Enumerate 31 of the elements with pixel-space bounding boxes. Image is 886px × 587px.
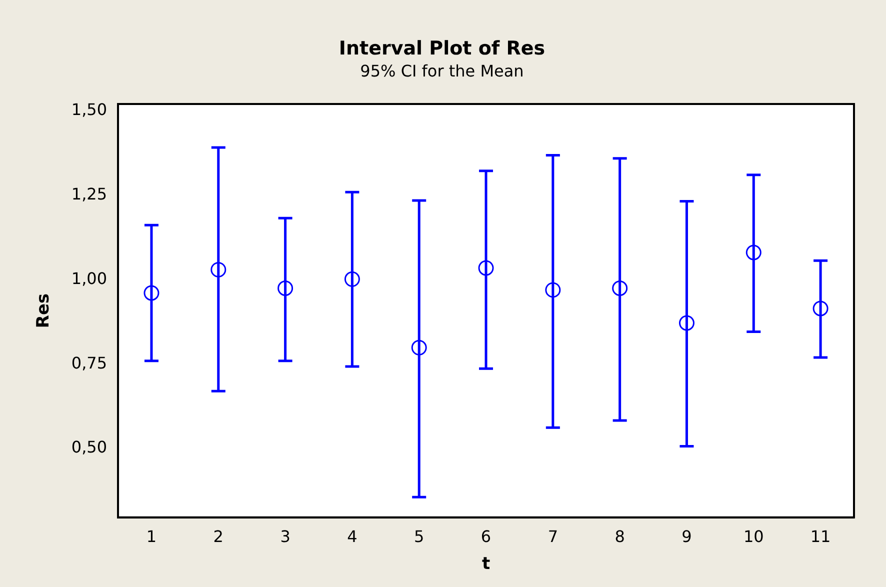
point	[144, 285, 160, 301]
x-tick-label: 11	[810, 527, 831, 546]
y-tick-label: 1,00	[71, 268, 108, 288]
y-tick-label: 1,25	[71, 184, 108, 204]
y-tick-label: 1,50	[71, 100, 108, 120]
x-tick-label: 9	[682, 527, 692, 546]
point	[612, 280, 628, 296]
x-tick-label: 10	[743, 527, 764, 546]
x-tick-label: 7	[548, 527, 558, 546]
point	[478, 260, 494, 276]
point	[210, 262, 226, 278]
x-tick-label: 1	[146, 527, 157, 546]
x-tick-label: 8	[614, 527, 625, 546]
chart-subtitle: 95% CI for the Mean	[360, 62, 524, 81]
x-tick-label: 2	[213, 527, 224, 546]
point	[411, 340, 427, 356]
x-axis-title: t	[482, 554, 490, 574]
point	[545, 282, 561, 298]
chart-title: Interval Plot of Res	[338, 37, 546, 60]
point	[278, 280, 294, 296]
point	[812, 300, 828, 316]
point	[678, 315, 694, 331]
y-axis-title: Res	[34, 293, 54, 328]
x-tick-label: 5	[414, 527, 424, 546]
y-tick-label: 0,75	[71, 353, 108, 372]
x-tick-label: 3	[280, 527, 290, 546]
y-tick-label: 0,50	[71, 438, 108, 457]
point	[746, 244, 762, 260]
x-tick-label: 4	[347, 527, 358, 546]
point	[344, 271, 360, 287]
x-tick-label: 6	[480, 527, 492, 546]
